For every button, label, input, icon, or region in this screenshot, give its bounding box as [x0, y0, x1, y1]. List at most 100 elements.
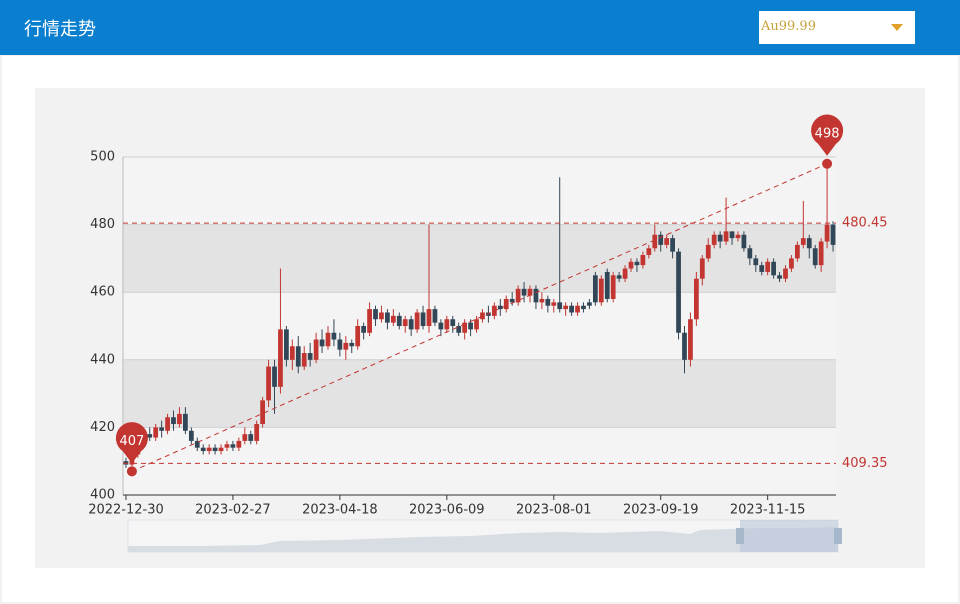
mark-point-label: 498: [815, 126, 840, 141]
select-value: Au99.99: [761, 19, 816, 34]
candle-body: [236, 440, 242, 448]
candle-body: [171, 417, 176, 425]
y-tick-label: 400: [90, 488, 115, 503]
candle-body: [806, 238, 812, 249]
candle-body: [343, 342, 349, 350]
candle-body: [604, 271, 610, 299]
candle-body: [795, 244, 800, 259]
candle-body: [159, 427, 164, 431]
y-tick-label: 440: [90, 352, 115, 367]
mark-point-label: 407: [119, 434, 144, 449]
candle-body: [812, 248, 818, 266]
candle-body: [575, 305, 580, 313]
candle-body: [444, 319, 450, 330]
zoom-preview: [128, 527, 838, 552]
candle-body: [563, 305, 569, 310]
candle-body: [456, 326, 462, 333]
candle-body: [224, 444, 230, 448]
candle-body: [212, 447, 218, 452]
candle-body: [183, 413, 188, 431]
candle-body: [497, 305, 503, 310]
zoom-window[interactable]: [740, 520, 838, 552]
mark-point-pin: [811, 114, 844, 156]
candle-body: [646, 248, 652, 256]
y-tick-label: 500: [90, 150, 115, 165]
candle-body: [177, 413, 182, 425]
candle-body: [616, 275, 622, 279]
candle-body: [319, 339, 325, 347]
candle-body: [242, 434, 248, 441]
candle-body: [729, 231, 735, 239]
candle-body: [783, 268, 788, 279]
candle-body: [147, 434, 153, 438]
candle-body: [676, 251, 681, 333]
trend-line: [131, 163, 828, 472]
candle-body: [759, 265, 765, 272]
data-zoom[interactable]: [127, 519, 842, 553]
candle-body: [634, 261, 640, 266]
candle-body: [533, 288, 539, 303]
split-area: [123, 427, 836, 495]
candle-body: [349, 342, 355, 347]
zoom-handle[interactable]: [834, 528, 842, 544]
candle-body: [747, 248, 753, 259]
candle-body: [254, 424, 260, 441]
product-select[interactable]: Au99.99: [759, 11, 915, 44]
candle-body: [206, 447, 212, 452]
candle-body: [480, 312, 485, 320]
y-tick-label: 460: [90, 285, 115, 300]
candle-body: [551, 302, 557, 306]
mark-line-label: 480.45: [842, 216, 888, 231]
candle-body: [688, 319, 693, 360]
candle-body: [218, 447, 224, 452]
x-tick-label: 2023-11-15: [730, 503, 806, 518]
candle-body: [693, 278, 699, 320]
mark-point-dot: [126, 466, 137, 477]
x-tick-label: 2023-09-19: [623, 503, 699, 518]
candle-body: [337, 339, 343, 350]
candle-body: [658, 234, 664, 245]
x-tick-label: 2023-02-27: [195, 503, 271, 518]
candle-body: [408, 319, 414, 330]
candle-body: [509, 298, 515, 303]
candle-body: [735, 234, 741, 239]
candle-body: [515, 288, 521, 303]
candle-body: [628, 261, 634, 269]
candle-body: [367, 309, 372, 333]
candle-body: [622, 268, 628, 279]
candle-body: [711, 234, 717, 245]
candle-body: [800, 238, 806, 245]
mark-point-pin: [115, 422, 148, 464]
candle-body: [301, 353, 307, 367]
candle-body: [640, 255, 646, 266]
candle-body: [824, 224, 830, 242]
candle-body: [610, 275, 616, 299]
candle-body: [830, 224, 836, 245]
candle-body: [313, 339, 319, 360]
split-area: [123, 224, 836, 293]
candle-body: [373, 309, 378, 320]
candle-body: [598, 278, 604, 303]
candle-body: [230, 444, 236, 448]
candle-body: [474, 319, 479, 330]
candle-body: [248, 434, 254, 441]
candle-body: [307, 353, 313, 360]
candle-body: [503, 298, 509, 310]
y-tick-label: 480: [90, 217, 115, 232]
x-tick-label: 2023-06-09: [409, 503, 485, 518]
zoom-handle[interactable]: [736, 528, 744, 544]
candle-body: [699, 258, 705, 279]
candle-body: [450, 319, 456, 326]
candle-body: [682, 332, 687, 360]
candle-body: [414, 312, 420, 330]
candle-body: [325, 332, 331, 347]
x-tick-label: 2023-08-01: [516, 503, 592, 518]
header: 行情走势 Au99.99: [0, 0, 960, 55]
candle-body: [260, 400, 266, 425]
candle-body: [468, 322, 473, 330]
candle-body: [765, 261, 771, 272]
candle-body: [462, 322, 468, 333]
candle-body: [587, 302, 592, 306]
